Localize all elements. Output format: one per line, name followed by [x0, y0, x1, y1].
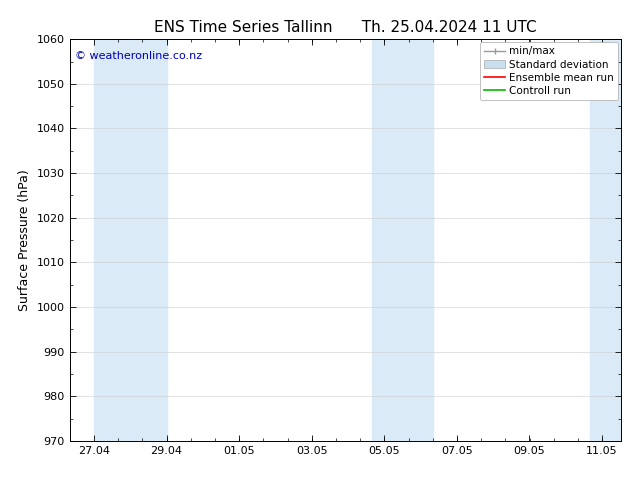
Y-axis label: Surface Pressure (hPa): Surface Pressure (hPa)	[18, 169, 31, 311]
Title: ENS Time Series Tallinn      Th. 25.04.2024 11 UTC: ENS Time Series Tallinn Th. 25.04.2024 1…	[154, 20, 537, 35]
Text: © weatheronline.co.nz: © weatheronline.co.nz	[75, 51, 202, 61]
Bar	[372, 39, 432, 441]
Bar	[94, 39, 167, 441]
Legend: min/max, Standard deviation, Ensemble mean run, Controll run: min/max, Standard deviation, Ensemble me…	[480, 42, 618, 100]
Bar	[590, 39, 621, 441]
